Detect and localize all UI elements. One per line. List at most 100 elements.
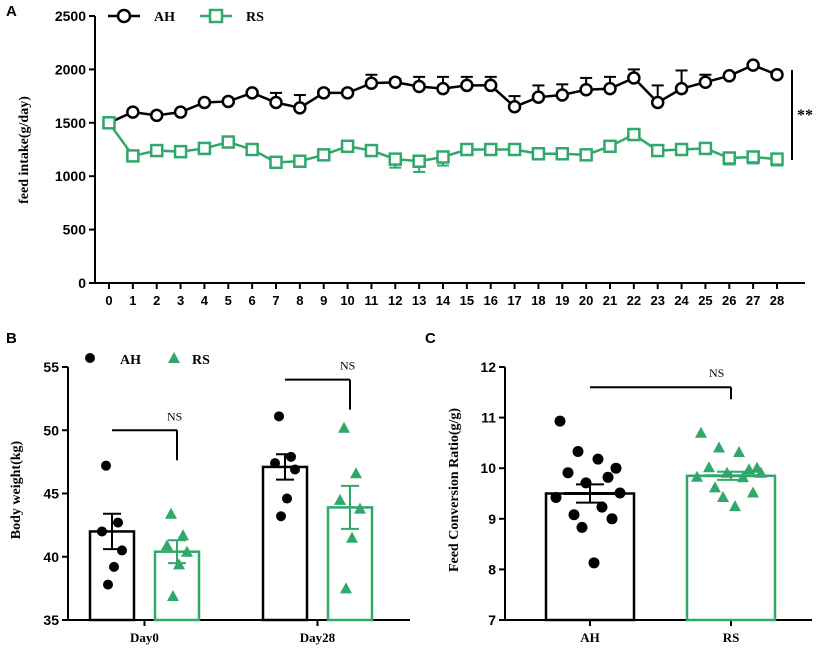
panel-a-ah-point [197,95,212,110]
panel-a-rs-point [531,147,546,161]
panel-a-xtick-label: 1 [129,293,136,308]
panel-c-rs-point [691,470,703,482]
panel-a-ah-point [364,76,379,91]
panel-a-ah-point [245,86,259,100]
panel-c-ytick-label: 7 [488,612,496,628]
panel-a-xtick-label: 0 [105,293,112,308]
panel-a-rs-point [149,143,164,158]
panel-c-ah-point [614,487,626,499]
panel-b-ah-point [117,545,127,556]
panel-a-ytick-label: 0 [78,275,86,291]
panel-a-ah-point [293,101,307,115]
panel-b-ytick-label: 45 [43,486,59,502]
panel-b-rs-point [181,545,193,557]
panel-a-xtick-label: 8 [296,293,303,308]
panel-c-ah-point [606,513,618,525]
panel-b-rs-point [340,582,352,594]
panel-a-ah-point [412,79,426,94]
legend-rs-marker [208,8,224,24]
panel-a-ah-point [531,90,546,104]
panel-b-rs-point [165,507,177,519]
panel-a-xtick-label: 2 [153,293,160,308]
panel-c-ah-point [550,492,562,504]
panel-a-ah-point [388,75,403,89]
panel-c-xtick-label: AH [580,630,600,645]
panel-a-rs-point [173,144,188,159]
panel-b-rs-point [346,531,358,543]
panel-a-rs-point [197,141,212,156]
panel-b-ah-point [97,526,107,537]
panel-b-xtick-label: Day28 [300,630,336,645]
panel-a-rs-point [388,152,403,166]
panel-a-xtick-label: 10 [340,293,354,308]
panel-a-ah-point [460,78,474,93]
panel-a-rs-point [674,142,689,157]
panel-c-ytick-label: 10 [480,460,496,476]
panel-b-ah-bar [261,465,309,622]
panel-a-ytick-label: 2000 [55,61,86,77]
panel-a-ah-point [221,94,236,109]
panel-a-ah-point [483,78,498,93]
panel-a-ytick-label: 2500 [55,8,86,24]
panel-a-rs-point [746,150,760,164]
panel-b-ytick-label: 40 [43,549,59,565]
panel-a-ah-point [722,69,737,83]
panel-a-rs-point [483,142,498,157]
panel-c-ah-point [596,501,608,513]
panel-a-rs-point [698,141,713,156]
panel-a-rs-point [603,139,617,154]
panel-c-rs-point [709,481,721,493]
panel-a-ah-point [698,75,713,89]
panel-b-xtick-label: Day0 [130,630,159,645]
panel-b-ylabel: Body weight(kg) [9,440,24,539]
panel-b-ah-point [270,458,280,469]
panel-b-comparison-label: NS [167,409,182,423]
panel-a-xtick-label: 20 [579,293,593,308]
panel-a-ah-point [126,105,140,119]
legend-b-rs-marker [168,352,180,363]
panel-a-ah-point [555,88,570,102]
legend-ah-label: AH [154,10,175,25]
panel-a-ah-point [173,105,188,119]
panel-a-ytick-label: 1500 [55,115,86,131]
panel-a-ylabel: feed intake(g/day) [17,96,32,204]
panel-a-ah-point [674,81,689,96]
panel-a-rs-point [126,149,140,163]
panel-c-rs-point [747,486,759,498]
panel-b-ah-point [282,493,292,504]
panel-b-ah-point [276,511,286,522]
panel-a-xtick-label: 19 [555,293,569,308]
panel-c-ylabel: Feed Conversion Ratio(g/g) [447,408,462,572]
panel-a-ah-point [770,67,784,82]
panel-a-rs-point [293,154,307,168]
panel-c-ytick-label: 12 [480,359,496,375]
panel-b-rs-point [350,467,362,479]
panel-a-rs-point [650,143,665,158]
panel-b-rs-point [354,502,366,514]
panel-a-ah-point [507,100,522,114]
panel-label-c: C [425,330,436,347]
panel-a-xtick-label: 4 [201,293,209,308]
panel-a-xtick-label: 17 [507,293,521,308]
panel-a-xtick-label: 16 [483,293,497,308]
panel-a-ah-point [269,95,283,110]
panel-a-xtick-label: 6 [249,293,256,308]
legend-b-rs-label: RS [192,353,210,368]
panel-a-rs-point [555,147,570,161]
panel-a-xtick-label: 5 [225,293,232,308]
panel-a-rs-point [627,127,641,142]
panel-b-rs-point [334,493,346,505]
panel-b-ah-point [274,411,284,422]
legend-b-ah-marker [85,353,95,363]
panel-b-rs-point [177,529,189,541]
panel-b-ytick-label: 55 [43,359,59,375]
panel-a-rs-point [722,151,737,165]
panel-a-ytick-label: 1000 [55,168,86,184]
panel-b-bar-chart: Body weight(kg) AH RS 35 40 45 50 55 Day0 Day2… [9,352,410,645]
panel-a-rs-point [770,152,784,166]
panel-a-xtick-label: 22 [627,293,641,308]
panel-a-xtick-label: 14 [436,293,451,308]
panel-a-legend: AH RS [108,8,264,25]
panel-a-rs-point [436,150,450,164]
